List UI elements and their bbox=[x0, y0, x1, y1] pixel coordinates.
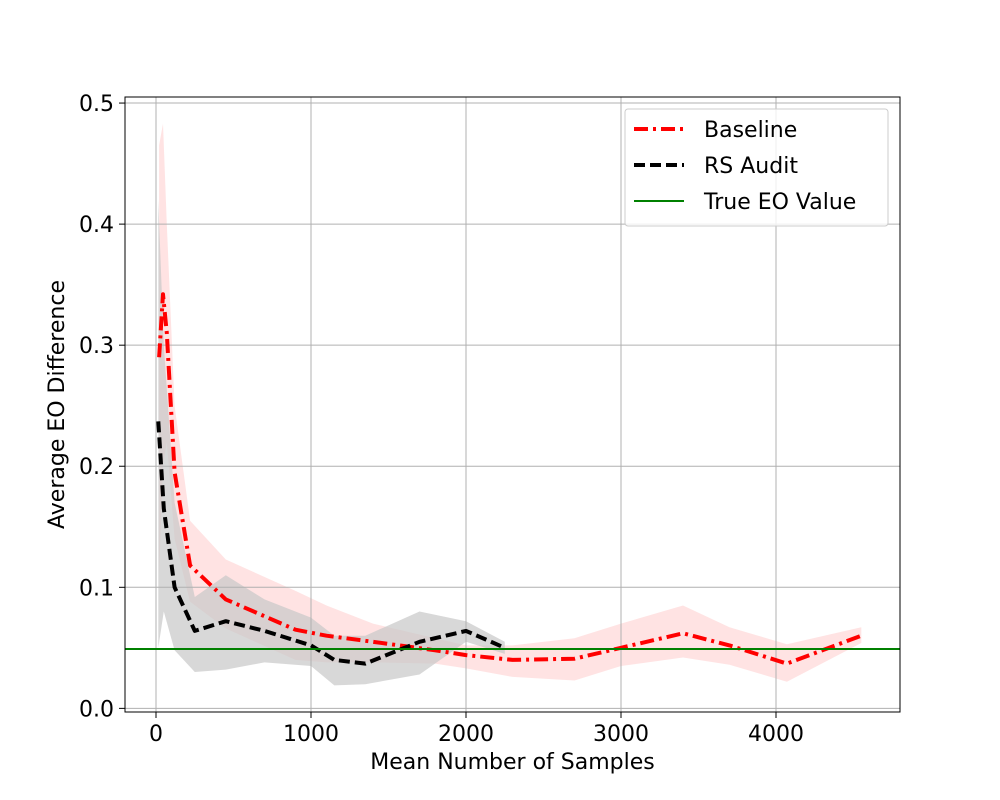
legend-label-baseline: Baseline bbox=[704, 118, 797, 143]
confidence-bands bbox=[158, 123, 862, 686]
x-tick-label: 0 bbox=[149, 722, 163, 747]
y-axis-label: Average EO Difference bbox=[45, 280, 70, 529]
y-tick-label: 0.5 bbox=[79, 92, 114, 117]
y-tick-label: 0.4 bbox=[79, 213, 114, 238]
legend: Baseline RS Audit True EO Value bbox=[624, 108, 889, 227]
legend-box bbox=[624, 108, 889, 227]
plot-frame bbox=[124, 96, 901, 713]
x-axis-label: Mean Number of Samples bbox=[370, 750, 654, 775]
ticks: 0 1000 2000 3000 4000 0.0 0.1 0.2 0.3 0.4 0.5 bbox=[79, 92, 804, 747]
x-tick-label: 1000 bbox=[283, 722, 339, 747]
line-rs-audit bbox=[156, 421, 506, 666]
y-tick-label: 0.3 bbox=[79, 334, 114, 359]
y-tick-label: 0.2 bbox=[79, 455, 114, 480]
x-tick-label: 2000 bbox=[438, 722, 494, 747]
band-rs-audit bbox=[158, 199, 505, 686]
legend-label-true-eo-value: True EO Value bbox=[703, 190, 856, 215]
legend-label-rs-audit: RS Audit bbox=[704, 154, 798, 179]
x-tick-label: 4000 bbox=[748, 722, 804, 747]
x-tick-label: 3000 bbox=[593, 722, 649, 747]
y-tick-label: 0.0 bbox=[79, 697, 114, 722]
y-tick-label: 0.1 bbox=[79, 576, 114, 601]
series-lines bbox=[125, 292, 900, 666]
